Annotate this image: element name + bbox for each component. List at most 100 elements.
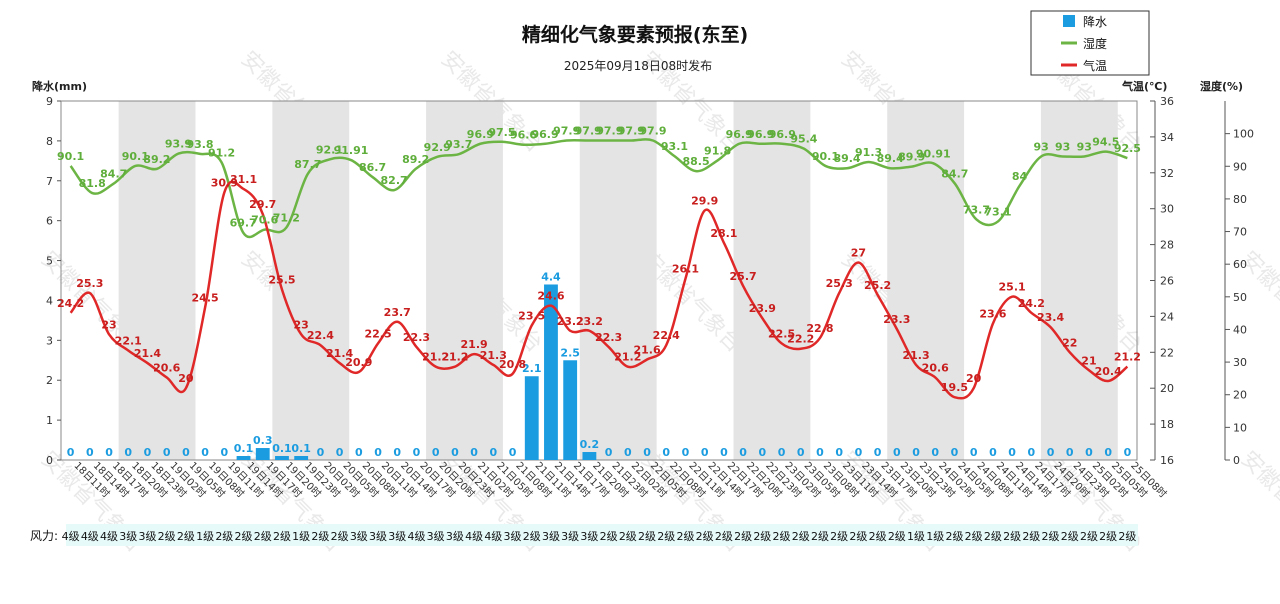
- humidity-value-label: 93.1: [661, 140, 688, 153]
- wind-value: 2级: [965, 530, 983, 543]
- hum-tick-label: 20: [1233, 389, 1247, 402]
- temperature-value-label: 21.2: [441, 351, 468, 364]
- precip-value-label: 0: [1124, 446, 1132, 459]
- temperature-value-label: 23.5: [518, 309, 545, 322]
- hum-tick-label: 80: [1233, 193, 1247, 206]
- precip-value-label: 0: [624, 446, 632, 459]
- humidity-value-label: 93: [1055, 140, 1070, 153]
- humidity-value-label: 84: [1012, 170, 1028, 183]
- precip-value-label: 0: [1085, 446, 1093, 459]
- precip-value-label: 0: [682, 446, 690, 459]
- data-labels: 0 0 0 0 0 0 0 0 0 0.10.30.1 0.1 0 0 0 0 0 0 0 0 0 0 02.14.42.…: [57, 124, 1141, 459]
- wind-value: 3级: [542, 530, 560, 543]
- wind-value: 2级: [773, 530, 791, 543]
- wind-row-background: [66, 524, 1138, 546]
- humidity-value-label: 73.7: [963, 203, 990, 216]
- wind-value: 3级: [138, 530, 156, 543]
- precip-value-label: 0: [374, 446, 382, 459]
- wind-value: 4级: [465, 530, 483, 543]
- temperature-value-label: 22.3: [595, 331, 622, 344]
- axes: 0123456789161820222426283032343601020304…: [46, 95, 1254, 467]
- temperature-value-label: 26.1: [672, 263, 699, 276]
- temp-tick-label: 20: [1160, 382, 1174, 395]
- humidity-value-label: 89.2: [143, 153, 170, 166]
- precip-bar: [582, 452, 597, 460]
- temperature-value-label: 22: [1062, 336, 1077, 349]
- wind-value: 2级: [638, 530, 656, 543]
- precip-tick-label: 6: [46, 215, 53, 228]
- wind-value: 2级: [1022, 530, 1040, 543]
- wind-value: 2级: [254, 530, 272, 543]
- precip-value-label: 2.5: [560, 346, 580, 359]
- humidity-value-label: 88.5: [682, 155, 709, 168]
- temp-tick-label: 28: [1160, 239, 1174, 252]
- precip-value-label: 0: [816, 446, 824, 459]
- temperature-value-label: 20.4: [1095, 365, 1122, 378]
- precip-value-label: 0: [67, 446, 75, 459]
- temperature-line: [69, 180, 1129, 400]
- temperature-value-label: 21.9: [461, 338, 488, 351]
- wind-value: 3级: [580, 530, 598, 543]
- wind-value: 2级: [1042, 530, 1060, 543]
- temperature-value-label: 20.8: [499, 358, 526, 371]
- wind-value: 2级: [177, 530, 195, 543]
- temperature-value-label: 24.6: [537, 290, 564, 303]
- hum-tick-label: 30: [1233, 356, 1247, 369]
- precip-value-label: 0: [470, 446, 478, 459]
- precip-tick-label: 5: [46, 255, 53, 268]
- temperature-value-label: 23.4: [1037, 311, 1064, 324]
- wind-value: 2级: [984, 530, 1002, 543]
- wind-value: 2级: [158, 530, 176, 543]
- temperature-value-label: 20.6: [153, 361, 180, 374]
- hum-tick-label: 100: [1233, 128, 1254, 141]
- wind-value: 4级: [62, 530, 80, 543]
- humidity-value-label: 71.2: [273, 212, 300, 225]
- wind-value: 2级: [657, 530, 675, 543]
- precip-tick-label: 9: [46, 95, 53, 108]
- precip-value-label: 0: [1027, 446, 1035, 459]
- temperature-value-label: 28.1: [710, 227, 737, 240]
- humidity-value-label: 91.2: [208, 146, 235, 159]
- precip-value-label: 0: [1008, 446, 1016, 459]
- night-bands: [118, 101, 1118, 460]
- humidity-value-label: 89.2: [402, 153, 429, 166]
- temp-tick-label: 22: [1160, 346, 1174, 359]
- wind-value: 1级: [196, 530, 214, 543]
- wind-value: 1级: [926, 530, 944, 543]
- temperature-value-label: 23.3: [883, 313, 910, 326]
- precip-value-label: 0: [662, 446, 670, 459]
- temperature-value-label: 23.6: [979, 308, 1006, 321]
- temperature-value-label: 22.1: [115, 335, 142, 348]
- humidity-value-label: 96.9: [769, 128, 796, 141]
- wind-value: 3级: [119, 530, 137, 543]
- temp-axis-title: 气温(℃): [1121, 79, 1167, 93]
- temperature-value-label: 31.1: [230, 173, 257, 186]
- precip-value-label: 0: [124, 446, 132, 459]
- precip-value-label: 0: [931, 446, 939, 459]
- humidity-value-label: 84.7: [941, 168, 968, 181]
- temperature-value-label: 24.2: [57, 297, 84, 310]
- hum-tick-label: 50: [1233, 291, 1247, 304]
- wind-value: 2级: [235, 530, 253, 543]
- temperature-value-label: 23: [101, 318, 116, 331]
- humidity-value-label: 89.9: [898, 151, 925, 164]
- precip-value-label: 0: [643, 446, 651, 459]
- wind-value: 2级: [523, 530, 541, 543]
- temp-tick-label: 34: [1160, 131, 1174, 144]
- precip-value-label: 0: [451, 446, 459, 459]
- humidity-value-label: 97.9: [553, 124, 580, 137]
- wind-value: 2级: [715, 530, 733, 543]
- temperature-value-label: 21: [1081, 354, 1096, 367]
- precip-value-label: 0: [739, 446, 747, 459]
- precip-value-label: 0.1: [272, 442, 292, 455]
- hum-tick-label: 90: [1233, 160, 1247, 173]
- temp-tick-label: 16: [1160, 454, 1174, 467]
- temperature-value-label: 25.7: [730, 270, 757, 283]
- humidity-value-label: 92.9: [424, 141, 451, 154]
- wind-row: 4级 4级 4级 3级 3级 2级 2级 1级 2级 2级 2级 2级 1级 2级 2级 3级 3级 3级 4级 3级…: [62, 524, 1138, 546]
- humidity-value-label: 96.6: [510, 129, 537, 142]
- precip-value-label: 0: [163, 446, 171, 459]
- precip-value-label: 0: [720, 446, 728, 459]
- precip-tick-label: 7: [46, 175, 53, 188]
